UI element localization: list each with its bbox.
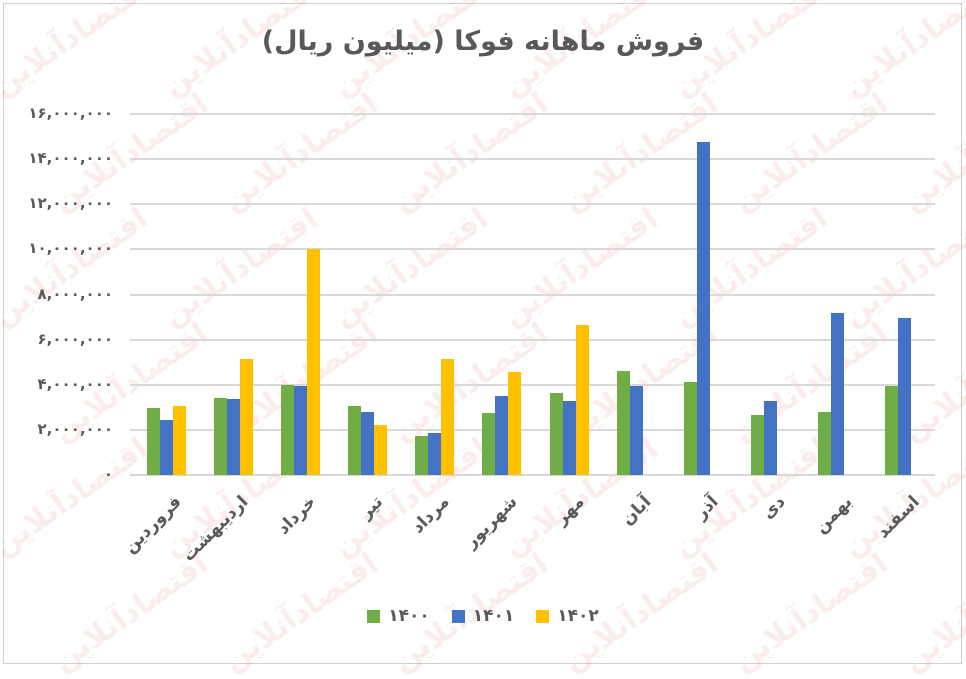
bar-۱۴۰۲-5 <box>508 371 522 475</box>
y-tick-label: ۰ <box>103 465 113 483</box>
y-tick-label: ۱۶,۰۰۰,۰۰۰ <box>28 104 113 122</box>
chart-frame <box>3 3 962 664</box>
bar-۱۴۰۱-11 <box>897 317 911 475</box>
y-tick-label: ۱۰,۰۰۰,۰۰۰ <box>28 239 113 258</box>
bar-۱۴۰۱-8 <box>696 141 710 475</box>
legend-swatch-1400 <box>367 609 381 623</box>
y-tick-label: ۱۴,۰۰۰,۰۰۰ <box>28 149 113 168</box>
gridline <box>130 428 935 431</box>
bar-۱۴۰۲-2 <box>307 249 321 475</box>
bar-۱۴۰۲-3 <box>374 424 388 475</box>
bar-۱۴۰۲-4 <box>441 358 455 475</box>
bar-۱۴۰۰-9 <box>750 414 764 475</box>
bar-۱۴۰۲-6 <box>575 324 589 475</box>
gridline <box>130 113 935 115</box>
bar-۱۴۰۲-1 <box>240 358 254 475</box>
bar-۱۴۰۱-2 <box>294 385 308 475</box>
legend-item-1401: ۱۴۰۱ <box>451 606 515 626</box>
bar-۱۴۰۱-0 <box>160 419 174 475</box>
legend-label-1401: ۱۴۰۱ <box>472 606 515 626</box>
y-tick-label: ۶,۰۰۰,۰۰۰ <box>37 329 113 348</box>
bar-۱۴۰۰-4 <box>415 435 429 475</box>
gridline <box>130 338 935 341</box>
bar-۱۴۰۱-10 <box>830 312 844 475</box>
y-tick-label: ۴,۰۰۰,۰۰۰ <box>37 374 113 393</box>
bar-۱۴۰۱-5 <box>495 395 509 475</box>
bar-۱۴۰۰-2 <box>281 384 295 475</box>
bar-۱۴۰۱-9 <box>763 400 777 475</box>
bar-۱۴۰۱-6 <box>562 400 576 475</box>
y-tick-label: ۲,۰۰۰,۰۰۰ <box>37 419 113 438</box>
bar-۱۴۰۲-0 <box>173 405 187 475</box>
bar-۱۴۰۰-11 <box>884 385 898 475</box>
gridline <box>130 383 935 386</box>
legend: ۱۴۰۰ ۱۴۰۱ ۱۴۰۲ <box>0 606 966 626</box>
bar-۱۴۰۰-7 <box>616 370 630 475</box>
bar-۱۴۰۰-8 <box>683 381 697 475</box>
bar-۱۴۰۱-1 <box>227 398 241 475</box>
bar-۱۴۰۰-5 <box>482 412 496 475</box>
gridline <box>130 248 935 251</box>
legend-swatch-1401 <box>451 609 465 623</box>
legend-label-1400: ۱۴۰۰ <box>388 606 430 626</box>
bar-۱۴۰۰-10 <box>817 411 831 475</box>
chart-title: فروش ماهانه فوکا (میلیون ریال) <box>261 26 705 57</box>
bar-۱۴۰۰-0 <box>147 407 161 475</box>
gridline <box>130 158 935 161</box>
legend-item-1400: ۱۴۰۰ <box>367 606 430 626</box>
bar-۱۴۰۱-4 <box>428 432 442 475</box>
gridline <box>130 474 935 476</box>
bar-۱۴۰۱-3 <box>361 411 375 475</box>
y-tick-label: ۱۲,۰۰۰,۰۰۰ <box>28 194 113 213</box>
gridline <box>130 293 935 296</box>
legend-item-1402: ۱۴۰۲ <box>536 606 599 626</box>
y-tick-label: ۸,۰۰۰,۰۰۰ <box>37 284 113 303</box>
bar-۱۴۰۰-1 <box>214 397 228 475</box>
gridline <box>130 203 935 206</box>
legend-label-1402: ۱۴۰۲ <box>557 606 599 626</box>
bar-۱۴۰۱-7 <box>629 385 643 475</box>
bar-۱۴۰۰-6 <box>549 392 563 475</box>
legend-swatch-1402 <box>536 609 550 623</box>
bar-۱۴۰۰-3 <box>348 405 362 475</box>
